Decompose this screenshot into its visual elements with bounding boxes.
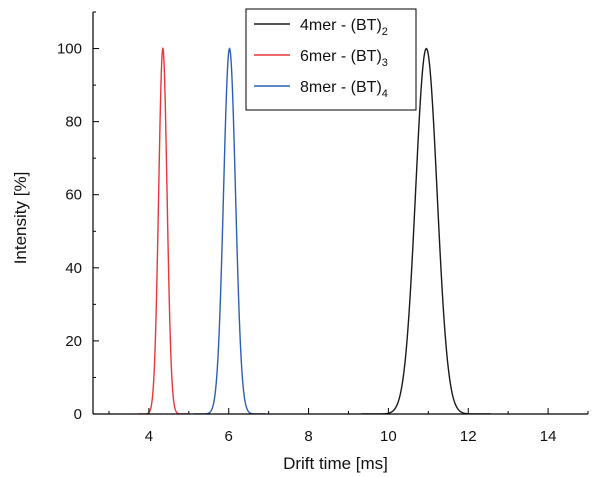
x-tick-label: 14: [540, 428, 557, 445]
y-tick-label: 60: [65, 187, 82, 204]
y-tick-label: 20: [65, 333, 82, 350]
y-tick-label: 0: [74, 406, 82, 423]
x-tick-label: 10: [380, 428, 397, 445]
x-axis-title: Drift time [ms]: [283, 454, 388, 473]
legend-label: 6mer - (BT)3: [300, 48, 388, 69]
y-tick-label: 80: [65, 114, 82, 131]
x-tick-label: 8: [304, 428, 312, 445]
legend-label: 8mer - (BT)4: [300, 79, 388, 100]
y-tick-label: 40: [65, 260, 82, 277]
series-line-2: [137, 46, 189, 414]
legend: 4mer - (BT)2 6mer - (BT)3 8mer - (BT)4: [245, 8, 417, 111]
x-tick-label: 6: [225, 428, 233, 445]
legend-label: 4mer - (BT)2: [300, 17, 388, 38]
axes: 4 6 8 10 12 14 0 20 40 60 80 100: [57, 11, 589, 445]
y-tick-label: 100: [57, 41, 82, 58]
x-tick-label: 12: [460, 428, 477, 445]
legend-box: [245, 8, 417, 111]
axis-labels: Drift time [ms] Intensity [%]: [11, 172, 388, 473]
y-axis-title: Intensity [%]: [11, 172, 30, 265]
x-tick-label: 4: [145, 428, 153, 445]
